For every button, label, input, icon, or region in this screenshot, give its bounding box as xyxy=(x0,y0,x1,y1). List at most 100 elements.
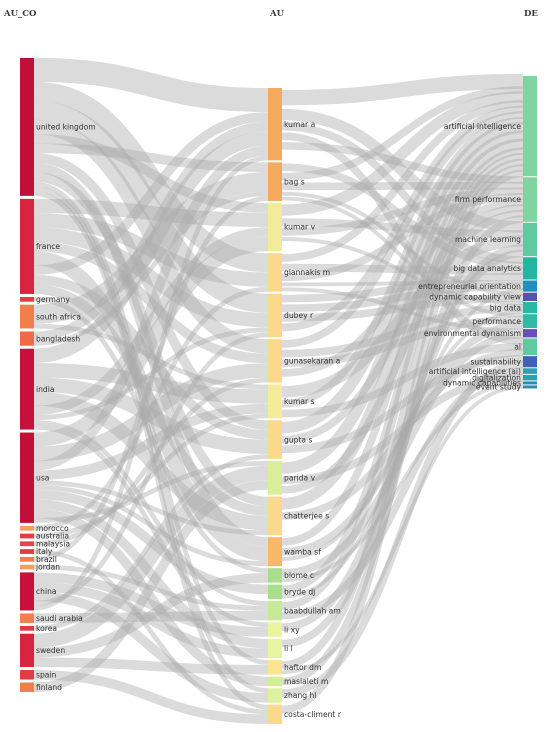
keyword-node-environmental-dynamism[interactable] xyxy=(523,329,537,338)
flow-china-to-zhang-hl xyxy=(33,591,269,703)
keyword-label-artificial-intelligence: artificial intelligence xyxy=(444,122,521,131)
author-node-haftor-dm[interactable] xyxy=(268,660,282,675)
flow-france-to-wamba-sf xyxy=(33,251,269,562)
flow-chatterjee-s-to-artificial-intelligence xyxy=(281,138,524,510)
keyword-label-event-study: event study xyxy=(476,383,522,392)
keyword-node-dynamic-capabilities[interactable] xyxy=(523,381,537,385)
author-node-kumar-a[interactable] xyxy=(268,88,282,161)
author-node-bryde-dj[interactable] xyxy=(268,584,282,600)
keyword-label-firm-performance: firm performance xyxy=(455,195,522,204)
country-label-sweden: sweden xyxy=(36,646,65,655)
keyword-node-sustainability[interactable] xyxy=(523,356,537,368)
author-node-baabdullah-am[interactable] xyxy=(268,601,282,621)
flow-united-kingdom-to-wamba-sf xyxy=(33,162,269,547)
author-node-chatterjee-s[interactable] xyxy=(268,496,282,536)
header-au: AU xyxy=(269,9,285,19)
country-label-south-africa: south africa xyxy=(36,312,81,321)
flow-baabdullah-am-to-artificial-intelligence xyxy=(281,158,524,610)
keyword-node-event-study[interactable] xyxy=(523,385,537,389)
country-node-saudi-arabia[interactable] xyxy=(20,613,34,623)
author-node-li-xy[interactable] xyxy=(268,622,282,637)
country-node-italy[interactable] xyxy=(20,549,34,554)
flow-china-to-li-l xyxy=(33,581,269,659)
flow-masialeti-m-to-firm-performance xyxy=(281,215,524,686)
country-node-united-kingdom[interactable] xyxy=(20,58,34,196)
country-node-korea[interactable] xyxy=(20,625,34,631)
country-node-germany[interactable] xyxy=(20,296,34,302)
author-node-kumar-s[interactable] xyxy=(268,384,282,419)
flow-united-kingdom-to-gunasekaran-a xyxy=(33,119,269,354)
country-node-france[interactable] xyxy=(20,198,34,294)
flow-morocco-to-giannakis-m xyxy=(33,286,269,531)
country-node-china[interactable] xyxy=(20,572,34,611)
author-node-wamba-sf[interactable] xyxy=(268,537,282,567)
country-node-australia[interactable] xyxy=(20,533,34,539)
flow-united-kingdom-to-zhang-hl xyxy=(33,186,269,694)
country-node-south-africa[interactable] xyxy=(20,304,34,329)
flow-wamba-sf-to-artificial-intelligence xyxy=(281,147,524,546)
country-node-bangladesh[interactable] xyxy=(20,331,34,346)
flow-france-to-chatterjee-s xyxy=(33,284,269,516)
country-node-finland[interactable] xyxy=(20,682,34,692)
author-node-gupta-s[interactable] xyxy=(268,420,282,459)
author-node-giannakis-m[interactable] xyxy=(268,253,282,292)
author-label-dubey-r: dubey r xyxy=(284,311,314,320)
flow-dubey-r-to-dynamic-capability-view xyxy=(281,294,524,322)
author-node-blome-c[interactable] xyxy=(268,568,282,583)
country-node-usa[interactable] xyxy=(20,432,34,523)
author-node-bag-s[interactable] xyxy=(268,162,282,201)
keyword-node-big-data[interactable] xyxy=(523,302,537,314)
keyword-node-ai[interactable] xyxy=(523,338,537,356)
author-label-kumar-v: kumar v xyxy=(284,223,316,232)
flow-parida-v-to-firm-performance xyxy=(281,209,524,494)
keyword-node-firm-performance[interactable] xyxy=(523,177,537,222)
country-label-india: india xyxy=(36,385,55,394)
country-label-italy: italy xyxy=(36,547,53,556)
flow-kumar-v-to-machine-learning xyxy=(281,218,524,238)
flow-sweden-to-blome-c xyxy=(33,573,269,658)
country-label-malaysia: malaysia xyxy=(36,539,70,548)
country-node-india[interactable] xyxy=(20,348,34,430)
keyword-node-big-data-analytics[interactable] xyxy=(523,257,537,280)
flow-giannakis-m-to-big-data-analytics xyxy=(281,263,524,275)
country-node-malaysia[interactable] xyxy=(20,541,34,547)
author-label-gupta-s: gupta s xyxy=(284,435,312,444)
flow-gupta-s-to-firm-performance xyxy=(281,204,524,444)
keyword-node-dynamic-capability-view[interactable] xyxy=(523,292,537,302)
keyword-node-digitalization[interactable] xyxy=(523,374,537,381)
flow-bryde-dj-to-artificial-intelligence xyxy=(281,152,524,594)
author-node-gunasekaran-a[interactable] xyxy=(268,339,282,383)
flow-usa-to-kumar-v xyxy=(33,236,269,447)
author-node-zhang-hl[interactable] xyxy=(268,688,282,703)
country-node-spain[interactable] xyxy=(20,669,34,680)
country-node-morocco[interactable] xyxy=(20,525,34,531)
author-node-kumar-v[interactable] xyxy=(268,202,282,252)
keyword-node-performance[interactable] xyxy=(523,314,537,329)
country-node-jordan[interactable] xyxy=(20,564,34,570)
author-node-parida-v[interactable] xyxy=(268,460,282,495)
country-node-sweden[interactable] xyxy=(20,633,34,667)
keyword-node-machine-learning[interactable] xyxy=(523,222,537,257)
keyword-label-dynamic-capability-view: dynamic capability view xyxy=(429,293,521,302)
keyword-node-entrepreneurial-orientation[interactable] xyxy=(523,280,537,292)
country-node-brazil[interactable] xyxy=(20,556,34,562)
author-label-kumar-s: kumar s xyxy=(284,397,315,406)
author-node-costa-climent-r[interactable] xyxy=(268,704,282,724)
author-label-parida-v: parida v xyxy=(284,473,316,482)
author-node-dubey-r[interactable] xyxy=(268,293,282,338)
flow-bag-s-to-performance xyxy=(281,196,524,318)
flow-india-to-kumar-v xyxy=(33,227,269,416)
keyword-node-artificial-intelligence-ai[interactable] xyxy=(523,368,537,374)
author-label-bryde-dj: bryde dj xyxy=(284,588,315,597)
flow-dubey-r-to-artificial-intelligence xyxy=(281,105,524,332)
keyword-node-artificial-intelligence[interactable] xyxy=(523,76,537,177)
country-label-bangladesh: bangladesh xyxy=(36,334,80,343)
flow-bangladesh-to-kumar-a xyxy=(33,121,269,342)
flow-usa-to-bryde-dj xyxy=(33,489,269,595)
keyword-label-machine-learning: machine learning xyxy=(455,235,521,244)
author-node-li-l[interactable] xyxy=(268,638,282,659)
keyword-label-digitalization: digitalization xyxy=(472,373,521,382)
author-node-masialeti-m[interactable] xyxy=(268,676,282,687)
author-label-li-l: li l xyxy=(284,644,293,653)
flow-giannakis-m-to-artificial-intelligence xyxy=(281,100,524,262)
